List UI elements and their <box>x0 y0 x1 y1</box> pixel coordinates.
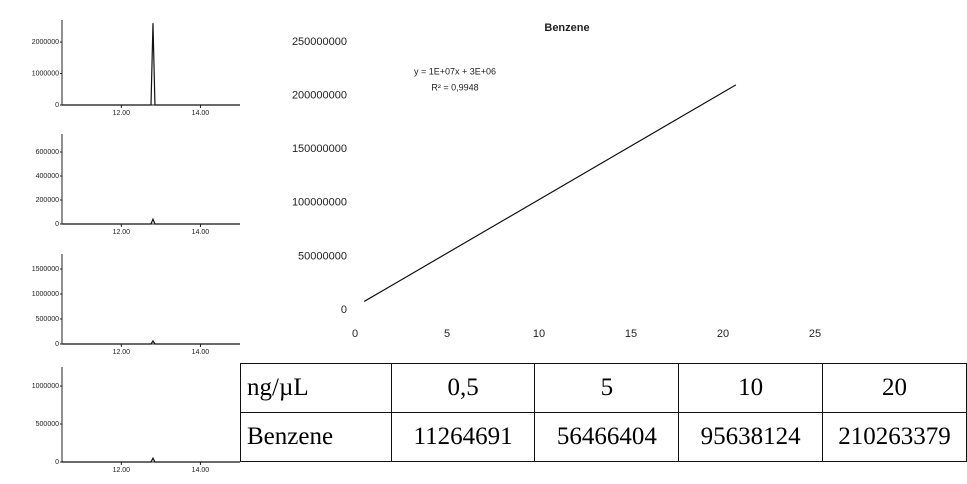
y-tick-label: 0 <box>341 304 347 316</box>
table-cell: 95638124 <box>678 412 824 462</box>
x-tick-label: 12.00 <box>113 349 131 356</box>
table-cell: 10 <box>678 363 824 413</box>
table-cell: 0,5 <box>390 363 536 413</box>
table-cell: 210263379 <box>822 412 967 462</box>
y-tick-label: 400000 <box>36 173 59 180</box>
annotation: y = 1E+07x + 3E+06 <box>414 66 496 76</box>
data-line <box>62 217 240 225</box>
x-tick-label: 14.00 <box>192 349 210 356</box>
y-tick-label: 0 <box>55 102 59 109</box>
table-cell: ng/µL <box>240 363 392 413</box>
y-tick-label: 600000 <box>36 149 59 156</box>
y-tick-label: 0 <box>55 459 59 466</box>
x-tick-label: 14.00 <box>192 229 210 236</box>
y-tick-label: 250000000 <box>292 36 347 48</box>
table-cell: 20 <box>822 363 967 413</box>
chart-title: Benzene <box>544 22 589 34</box>
data-line <box>363 84 737 302</box>
x-tick-label: 15 <box>625 328 637 340</box>
x-tick-label: 0 <box>352 328 358 340</box>
y-tick-label: 50000000 <box>298 250 347 262</box>
x-tick-label: 12.00 <box>113 467 131 474</box>
table-cell: 5 <box>534 363 680 413</box>
x-tick-label: 14.00 <box>192 467 210 474</box>
y-tick-label: 1000000 <box>32 70 59 77</box>
data-line <box>62 456 240 463</box>
y-tick-label: 1000000 <box>32 291 59 298</box>
x-tick-label: 14.00 <box>192 110 210 117</box>
y-tick-label: 500000 <box>36 316 59 323</box>
y-tick-label: 1000000 <box>32 383 59 390</box>
x-tick-label: 20 <box>717 328 729 340</box>
data-line <box>62 339 240 345</box>
x-tick-label: 12.00 <box>113 229 131 236</box>
x-tick-label: 10 <box>533 328 545 340</box>
y-tick-label: 100000000 <box>292 197 347 209</box>
table-cell: 56466404 <box>534 412 680 462</box>
y-tick-label: 200000000 <box>292 90 347 102</box>
table-row: ng/µL 0,5 5 10 20 <box>240 363 967 413</box>
x-tick-label: 5 <box>444 328 450 340</box>
annotation: R² = 0,9948 <box>431 82 478 92</box>
y-tick-label: 500000 <box>36 421 59 428</box>
table-row: Benzene 11264691 56466404 95638124 210263379 <box>240 412 967 462</box>
data-table: ng/µL 0,5 5 10 20 Benzene 11264691 56466404 9563… <box>240 363 967 462</box>
table-cell: Benzene <box>240 412 392 462</box>
x-tick-label: 12.00 <box>113 110 131 117</box>
data-line <box>62 23 240 106</box>
table-cell: 11264691 <box>390 412 536 462</box>
y-tick-label: 2000000 <box>32 39 59 46</box>
y-tick-label: 0 <box>55 221 59 228</box>
y-tick-label: 1500000 <box>32 266 59 273</box>
y-tick-label: 0 <box>55 341 59 348</box>
y-tick-label: 200000 <box>36 197 59 204</box>
x-tick-label: 25 <box>809 328 821 340</box>
y-tick-label: 150000000 <box>292 143 347 155</box>
